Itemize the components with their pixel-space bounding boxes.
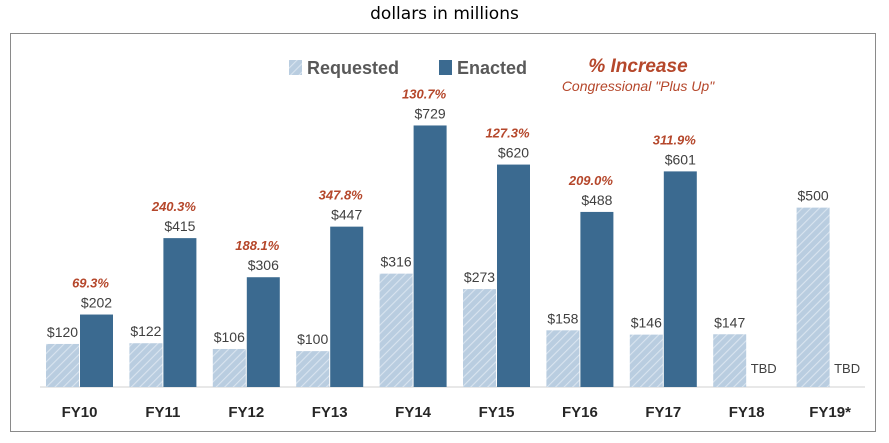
legend-increase-subtitle: Congressional "Plus Up" <box>562 78 715 94</box>
bar-enacted-6 <box>580 211 614 387</box>
increase-label-0: 69.3% <box>72 276 109 291</box>
increase-label-4: 130.7% <box>402 86 447 101</box>
bar-enacted-2 <box>246 277 280 387</box>
legend-label-requested: Requested <box>307 58 399 78</box>
label-requested-5: $273 <box>464 269 495 285</box>
label-requested-7: $146 <box>631 315 662 331</box>
bar-requested-3 <box>296 351 330 387</box>
label-enacted-4: $729 <box>415 105 446 121</box>
x-tick-label-1: FY11 <box>145 404 180 421</box>
increase-label-5: 127.3% <box>485 126 530 141</box>
bar-enacted-0 <box>80 314 113 387</box>
label-requested-0: $120 <box>47 324 78 340</box>
bar-enacted-7 <box>663 171 697 387</box>
chart-frame <box>10 33 876 432</box>
label-requested-3: $100 <box>297 331 328 347</box>
increase-label-2: 188.1% <box>235 238 280 253</box>
legend-label-enacted: Enacted <box>457 58 527 78</box>
bar-requested-6 <box>546 330 580 387</box>
label-requested-2: $106 <box>214 329 245 345</box>
bar-requested-2 <box>212 348 246 387</box>
x-tick-label-2: FY12 <box>228 404 264 421</box>
label-requested-4: $316 <box>381 254 412 270</box>
label-requested-8: $147 <box>714 314 745 330</box>
legend: Requested Enacted % Increase Congression… <box>289 56 715 94</box>
x-tick-label-8: FY18 <box>729 404 765 421</box>
label-enacted-9: TBD <box>834 361 860 376</box>
bar-requested-5 <box>463 289 496 387</box>
label-enacted-8: TBD <box>751 361 777 376</box>
bar-enacted-5 <box>497 164 530 387</box>
label-requested-1: $122 <box>130 323 161 339</box>
x-tick-label-7: FY17 <box>645 404 681 421</box>
bar-requested-8 <box>713 334 747 387</box>
legend-swatch-requested <box>289 60 302 75</box>
increase-label-1: 240.3% <box>151 199 197 214</box>
label-enacted-3: $447 <box>331 207 362 223</box>
x-tick-label-5: FY15 <box>479 404 515 421</box>
label-requested-6: $158 <box>547 310 578 326</box>
label-requested-9: $500 <box>798 188 829 204</box>
bar-requested-9 <box>796 207 830 387</box>
bar-requested-7 <box>629 334 663 387</box>
x-tick-label-4: FY14 <box>395 404 432 421</box>
label-enacted-1: $415 <box>164 218 195 234</box>
bar-requested-4 <box>379 273 413 387</box>
bar-enacted-1 <box>163 238 197 387</box>
x-tick-label-3: FY13 <box>312 404 348 421</box>
x-tick-label-9: FY19* <box>809 404 851 421</box>
label-enacted-2: $306 <box>248 257 279 273</box>
bar-requested-1 <box>129 343 163 387</box>
label-enacted-5: $620 <box>498 145 529 161</box>
x-tick-label-0: FY10 <box>62 404 98 421</box>
label-enacted-7: $601 <box>665 151 696 167</box>
label-enacted-6: $488 <box>581 192 612 208</box>
increase-label-3: 347.8% <box>319 188 364 203</box>
legend-increase-title: % Increase <box>588 56 688 77</box>
chart-marks: $120$202 69.3% FY10 $122 $415 240.3% FY11 $106 $… <box>46 86 860 421</box>
bar-enacted-4 <box>413 125 447 387</box>
legend-swatch-enacted <box>439 60 452 75</box>
bar-requested-0 <box>46 343 79 387</box>
increase-label-7: 311.9% <box>653 132 697 147</box>
x-tick-label-6: FY16 <box>562 404 598 421</box>
increase-label-6: 209.0% <box>568 173 614 188</box>
chart-units-title: dollars in millions <box>370 4 519 24</box>
bar-enacted-3 <box>330 226 364 387</box>
label-enacted-0: $202 <box>81 295 112 311</box>
